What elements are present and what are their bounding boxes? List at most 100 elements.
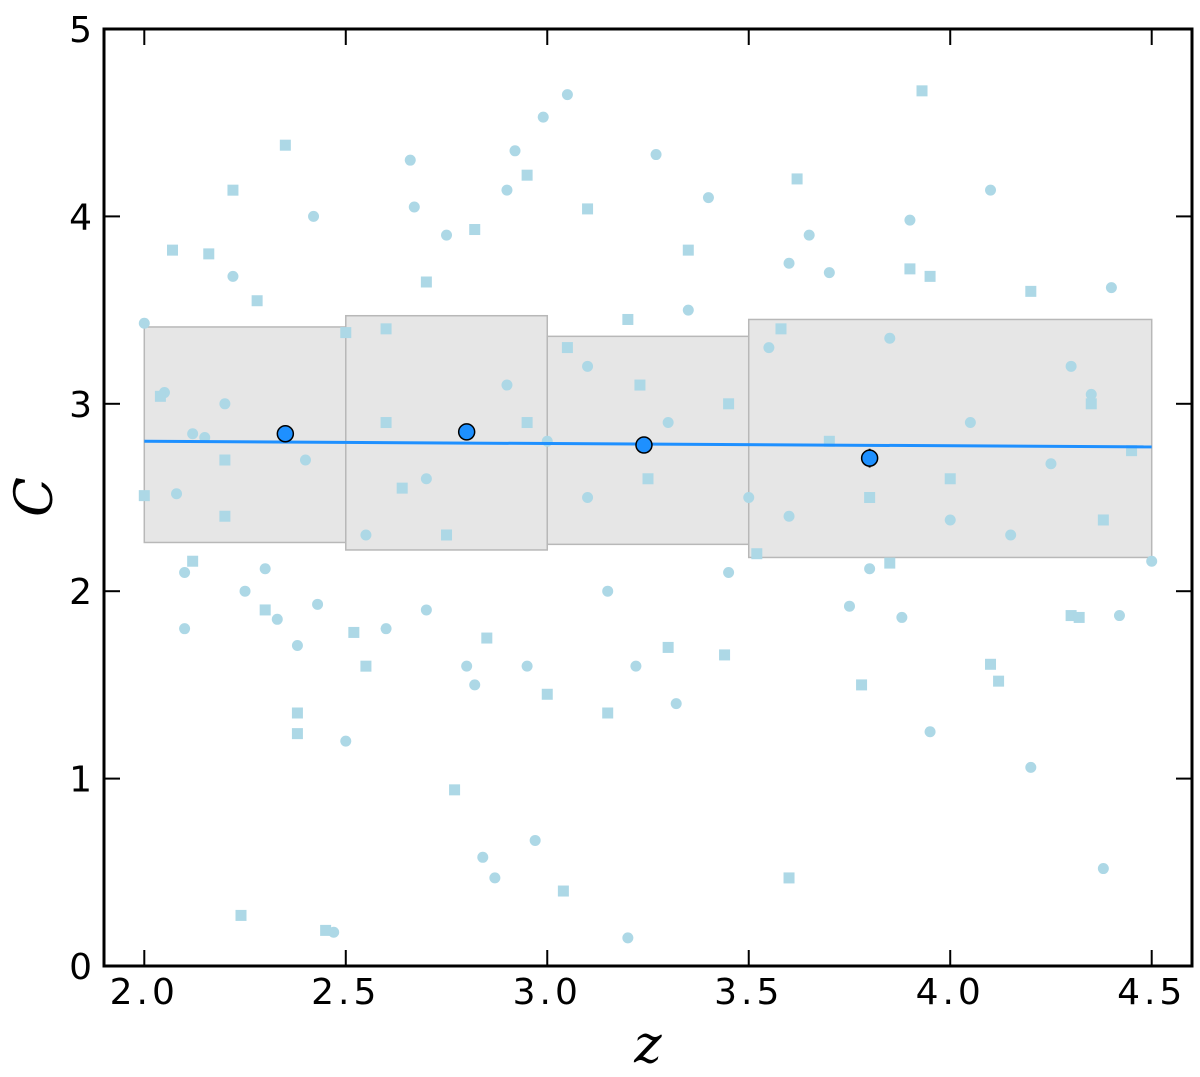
- scatter-point: [993, 675, 1005, 687]
- scatter-point: [642, 473, 654, 485]
- scatter-point: [291, 640, 303, 652]
- scatter-point: [179, 623, 191, 635]
- scatter-point: [449, 784, 461, 796]
- scatter-point: [521, 169, 533, 181]
- scatter-point: [896, 611, 908, 623]
- scatter-point: [203, 248, 215, 260]
- y-axis-label: C: [5, 477, 65, 517]
- scatter-point: [1126, 445, 1138, 457]
- scatter-point: [461, 660, 473, 672]
- scatter-point: [856, 679, 868, 691]
- scatter-point: [219, 510, 231, 522]
- scatter-point: [723, 566, 735, 578]
- scatter-point: [469, 679, 481, 691]
- scatter-point: [469, 224, 481, 236]
- scatter-point: [985, 184, 997, 196]
- scatter-point: [279, 139, 291, 151]
- scatter-point: [171, 488, 183, 500]
- scatter-point: [561, 342, 573, 354]
- x-tick-label: 3.0: [513, 972, 582, 1013]
- scatter-point: [622, 932, 634, 944]
- scatter-point: [751, 548, 763, 560]
- scatter-point: [380, 417, 392, 429]
- y-tick-label: 0: [69, 947, 92, 988]
- scatter-point: [219, 454, 231, 466]
- scatter-point: [634, 379, 646, 391]
- scatter-point: [670, 698, 682, 710]
- scatter-point: [723, 398, 735, 410]
- scatter-point: [154, 390, 166, 402]
- scatter-point: [650, 149, 662, 161]
- x-tick-label: 3.5: [714, 972, 783, 1013]
- scatter-point: [227, 270, 239, 282]
- y-tick-label: 5: [69, 10, 92, 51]
- x-axis-label: z: [633, 1015, 662, 1072]
- scatter-point: [582, 203, 594, 215]
- scatter-point: [489, 872, 501, 884]
- scatter-point: [312, 598, 324, 610]
- scatter-point: [823, 435, 835, 447]
- scatter-point: [561, 89, 573, 101]
- scatter-point: [541, 435, 553, 447]
- scatter-point: [783, 510, 795, 522]
- scatter-point: [702, 192, 714, 204]
- scatter-point: [1146, 555, 1158, 567]
- scatter-point: [602, 707, 614, 719]
- plot-frame: [102, 27, 1194, 968]
- bin-band: [345, 314, 549, 551]
- scatter-point: [904, 263, 916, 275]
- scatter-point: [167, 244, 179, 256]
- scatter-point: [763, 342, 775, 354]
- scatter-point: [340, 327, 352, 339]
- scatter-point: [864, 492, 876, 503]
- binned-mean: [860, 449, 879, 467]
- scatter-point: [557, 885, 569, 897]
- y-tick-label: 1: [69, 760, 92, 801]
- scatter-point: [985, 658, 997, 670]
- scatter-point: [529, 834, 541, 846]
- y-tick-label: 2: [69, 572, 92, 613]
- scatter-point: [884, 332, 896, 344]
- scatter-point: [380, 623, 392, 635]
- scatter-point: [271, 613, 283, 625]
- scatter-point: [537, 111, 549, 123]
- scatter-point: [662, 417, 674, 429]
- scatter-point: [235, 909, 247, 921]
- scatter-point: [622, 313, 634, 325]
- scatter-point: [582, 492, 594, 503]
- scatter-point: [924, 726, 936, 738]
- scatter-point: [187, 555, 199, 567]
- scatter-point: [1097, 514, 1109, 526]
- binned-mean: [457, 423, 476, 441]
- scatter-point: [783, 257, 795, 269]
- scatter-point: [481, 632, 493, 644]
- scatter-point: [187, 428, 199, 440]
- scatter-point: [239, 585, 251, 597]
- scatter-point: [320, 924, 332, 936]
- scatter-point: [408, 201, 420, 213]
- scatter-point: [360, 660, 372, 672]
- scatter-point: [396, 482, 408, 494]
- scatter-point: [501, 184, 513, 196]
- scatter-point: [501, 379, 513, 391]
- scatter-point: [1065, 360, 1077, 372]
- scatter-point: [843, 600, 855, 612]
- scatter-point: [420, 604, 432, 616]
- scatter-point: [404, 154, 416, 166]
- scatter-point: [1113, 610, 1125, 622]
- scatter-point: [521, 660, 533, 672]
- scatter-point: [1025, 285, 1037, 297]
- scatter-point: [179, 566, 191, 578]
- scatter-point: [582, 360, 594, 372]
- scatter-point: [259, 604, 271, 616]
- scatter-point: [541, 688, 553, 700]
- scatter-point: [864, 563, 876, 575]
- scatter-point: [964, 417, 976, 429]
- scatter-point: [791, 173, 803, 185]
- scatter-point: [823, 267, 835, 279]
- scatter-point: [924, 270, 936, 282]
- scatter-point: [1025, 761, 1037, 773]
- scatter-point: [1085, 398, 1097, 410]
- y-tick-label: 3: [69, 385, 92, 426]
